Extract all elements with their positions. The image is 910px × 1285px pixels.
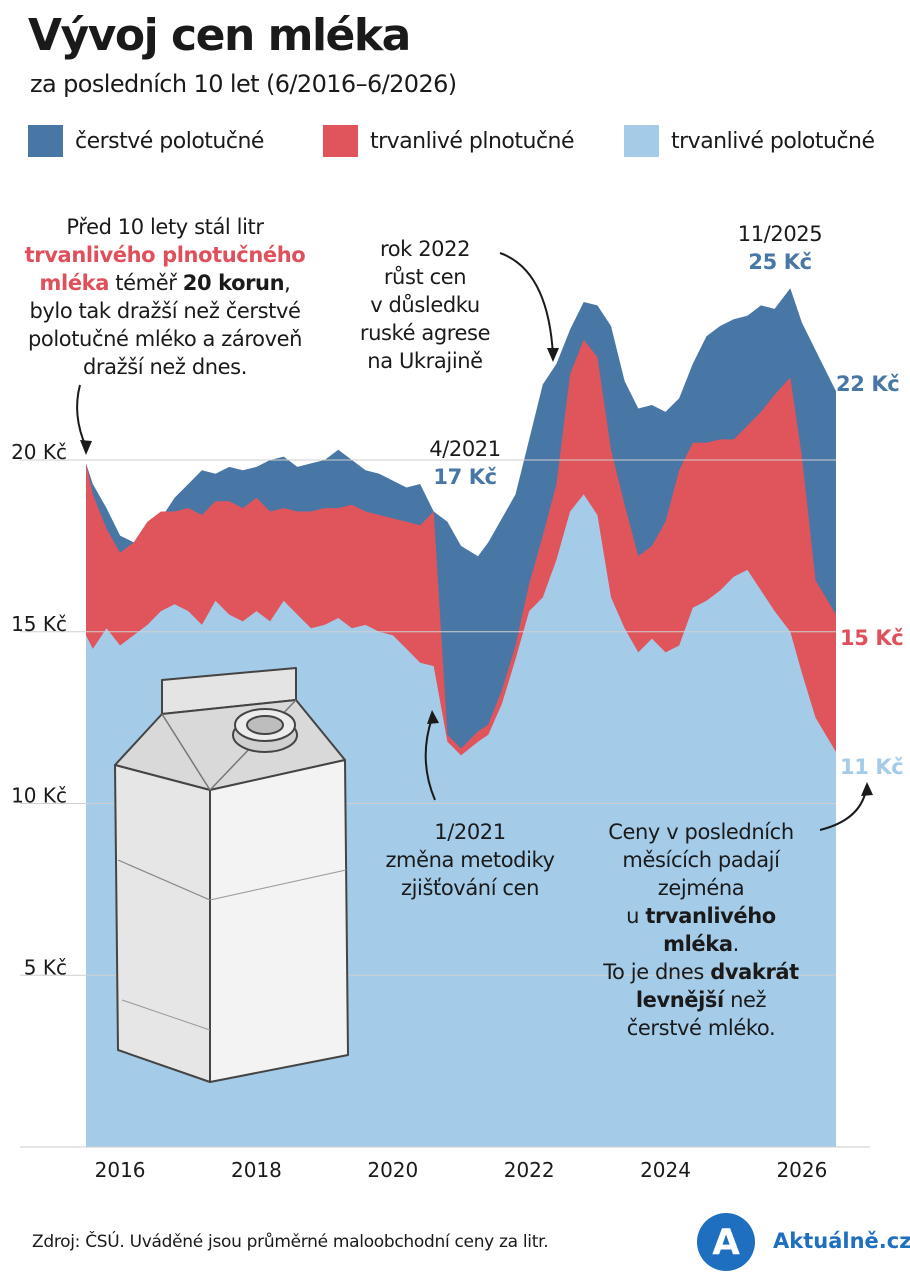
legend-label-long-semi: trvanlivé polotučné bbox=[671, 128, 875, 154]
y-tick-label: 15 Kč bbox=[11, 612, 67, 636]
annotation-recent-line8: čerstvé mléko. bbox=[626, 1016, 776, 1040]
end-label-long-semi: 11 Kč bbox=[840, 755, 904, 779]
annotation-recent-line4: u trvanlivého bbox=[588, 902, 814, 930]
annotation-2022-line5: na Ukrajině bbox=[367, 349, 483, 373]
y-axis-ticks: 5 Kč 10 Kč 15 Kč 20 Kč bbox=[11, 440, 67, 979]
brand-name-link[interactable]: Aktuálně.cz bbox=[773, 1229, 910, 1253]
x-tick-label: 2024 bbox=[640, 1158, 691, 1182]
legend-swatch-fresh-semi bbox=[28, 125, 63, 157]
legend-swatch-long-semi bbox=[624, 125, 659, 157]
annotation-recent-line1: Ceny v posledních bbox=[608, 820, 794, 844]
y-tick-label: 10 Kč bbox=[11, 784, 67, 808]
annotation-recent-line3: zejména bbox=[657, 876, 745, 900]
annotation-recent-line4-bold: trvanlivého bbox=[645, 904, 776, 928]
y-tick-label: 5 Kč bbox=[24, 955, 67, 979]
annotation-apr-2021-date: 4/2021 bbox=[429, 437, 501, 461]
annotation-2016-line1: Před 10 lety stál litr bbox=[66, 215, 264, 239]
legend-swatch-long-full bbox=[323, 125, 358, 157]
annotation-recent-line6-bold: dvakrát bbox=[710, 960, 799, 984]
annotation-2016-bold: 20 korun bbox=[182, 271, 285, 295]
annotation-2022: rok 2022 růst cen v důsledku ruské agres… bbox=[345, 235, 505, 375]
annotation-2016-mid: téměř bbox=[109, 271, 183, 295]
source-note: Zdroj: ČSÚ. Uváděné jsou průměrné maloob… bbox=[32, 1232, 549, 1252]
legend-item-long-full: trvanlivé plnotučné bbox=[323, 125, 575, 157]
annotation-arrowheads bbox=[80, 348, 873, 796]
annotation-jan-2021-line1: 1/2021 bbox=[434, 820, 506, 844]
page-subtitle: za posledních 10 let (6/2016–6/2026) bbox=[30, 70, 457, 98]
annotation-2016-red-text: trvanlivého plnotučného bbox=[24, 243, 306, 267]
annotation-2022-line2: růst cen bbox=[383, 265, 467, 289]
annotation-recent-line6-pre: To je dnes bbox=[603, 960, 711, 984]
annotation-recent-line7: levnější než bbox=[588, 986, 814, 1014]
end-label-long-full: 15 Kč bbox=[840, 626, 904, 650]
y-tick-label: 20 Kč bbox=[11, 440, 67, 464]
annotation-recent-line2: měsících padají bbox=[622, 848, 780, 872]
annotation-2022-line4: ruské agrese bbox=[359, 321, 491, 345]
annotation-jan-2021-line3: zjišťování cen bbox=[400, 876, 539, 900]
annotation-recent-line5-bold: mléka bbox=[663, 932, 733, 956]
x-tick-label: 2020 bbox=[367, 1158, 418, 1182]
annotation-2016-line6: dražší než dnes. bbox=[82, 355, 247, 379]
annotation-2022-line1: rok 2022 bbox=[379, 237, 471, 261]
legend-label-fresh-semi: čerstvé polotučné bbox=[75, 128, 264, 154]
annotation-jan-2021: 1/2021 změna metodiky zjišťování cen bbox=[360, 818, 580, 902]
x-tick-label: 2026 bbox=[776, 1158, 827, 1182]
annotation-2016: Před 10 lety stál litr trvanlivého plnot… bbox=[0, 213, 330, 381]
annotation-recent-line7-end: než bbox=[723, 988, 767, 1012]
annotation-apr-2021-value: 17 Kč bbox=[433, 465, 497, 489]
annotation-2016-line2: trvanlivého plnotučného bbox=[0, 241, 330, 269]
annotation-2016-line3: mléka téměř 20 korun, bbox=[0, 269, 330, 297]
annotation-2022-line3: v důsledku bbox=[370, 293, 480, 317]
legend-label-long-full: trvanlivé plnotučné bbox=[370, 128, 575, 154]
x-tick-label: 2018 bbox=[231, 1158, 282, 1182]
page-title: Vývoj cen mléka bbox=[28, 10, 411, 61]
annotation-nov-2025: 11/2025 25 Kč bbox=[720, 220, 840, 276]
x-tick-label: 2022 bbox=[504, 1158, 555, 1182]
brand-logo-icon[interactable]: A bbox=[697, 1213, 755, 1271]
annotation-nov-2025-date: 11/2025 bbox=[737, 222, 823, 246]
annotation-jan-2021-line2: změna metodiky bbox=[385, 848, 555, 872]
end-label-fresh: 22 Kč bbox=[836, 372, 900, 396]
annotation-recent-line4-pre: u bbox=[626, 904, 646, 928]
annotation-recent-line5-end: . bbox=[732, 932, 740, 956]
legend-item-long-semi: trvanlivé polotučné bbox=[624, 125, 875, 157]
annotation-2016-line4: bylo tak dražší než čerstvé bbox=[29, 299, 301, 323]
annotation-recent: Ceny v posledních měsících padají zejmén… bbox=[588, 818, 814, 1042]
annotation-recent-line5: mléka. bbox=[588, 930, 814, 958]
legend-item-fresh-semi: čerstvé polotučné bbox=[28, 125, 264, 157]
annotation-recent-line7-bold: levnější bbox=[635, 988, 724, 1012]
annotation-apr-2021: 4/2021 17 Kč bbox=[405, 435, 525, 491]
milk-carton-illustration bbox=[114, 667, 349, 1083]
annotation-2016-line5: polotučné mléko a zároveň bbox=[27, 327, 303, 351]
annotation-2016-red-text-2: mléka bbox=[39, 271, 110, 295]
x-axis-ticks: 2016 2018 2020 2022 2024 2026 bbox=[95, 1158, 828, 1182]
annotation-nov-2025-value: 25 Kč bbox=[748, 250, 812, 274]
annotation-2016-end: , bbox=[284, 271, 291, 295]
annotation-recent-line6: To je dnes dvakrát bbox=[588, 958, 814, 986]
x-tick-label: 2016 bbox=[95, 1158, 146, 1182]
